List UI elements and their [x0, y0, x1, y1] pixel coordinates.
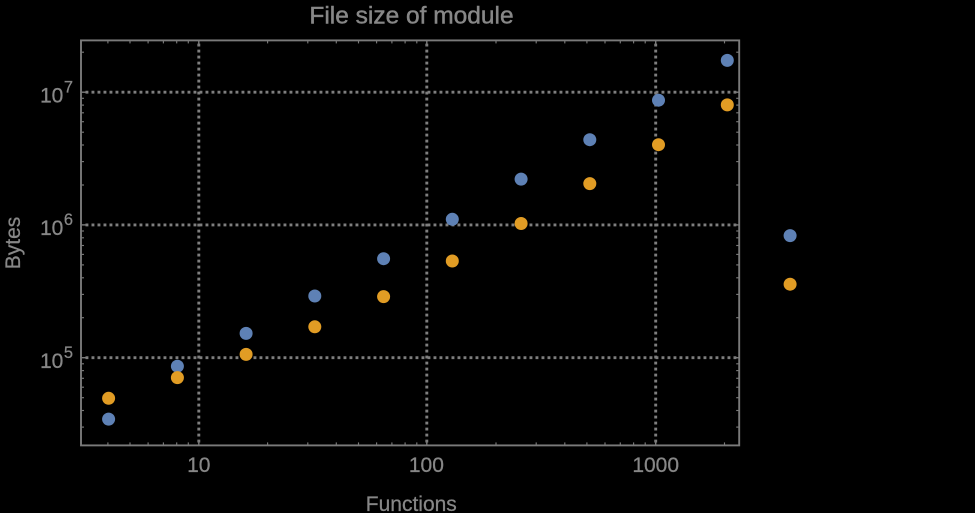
svg-text:10: 10	[187, 454, 210, 477]
svg-text:100: 100	[409, 454, 444, 477]
svg-text:Bytes: Bytes	[2, 217, 25, 270]
svg-text:6: 6	[64, 211, 73, 229]
svg-text:10: 10	[40, 84, 63, 107]
svg-text:Functions: Functions	[366, 493, 457, 513]
svg-text:7: 7	[64, 78, 73, 96]
svg-text:10: 10	[40, 350, 63, 373]
svg-text:1000: 1000	[632, 454, 679, 477]
svg-text:10: 10	[40, 217, 63, 240]
svg-text:File size of module: File size of module	[309, 2, 513, 29]
svg-text:5: 5	[64, 344, 73, 362]
